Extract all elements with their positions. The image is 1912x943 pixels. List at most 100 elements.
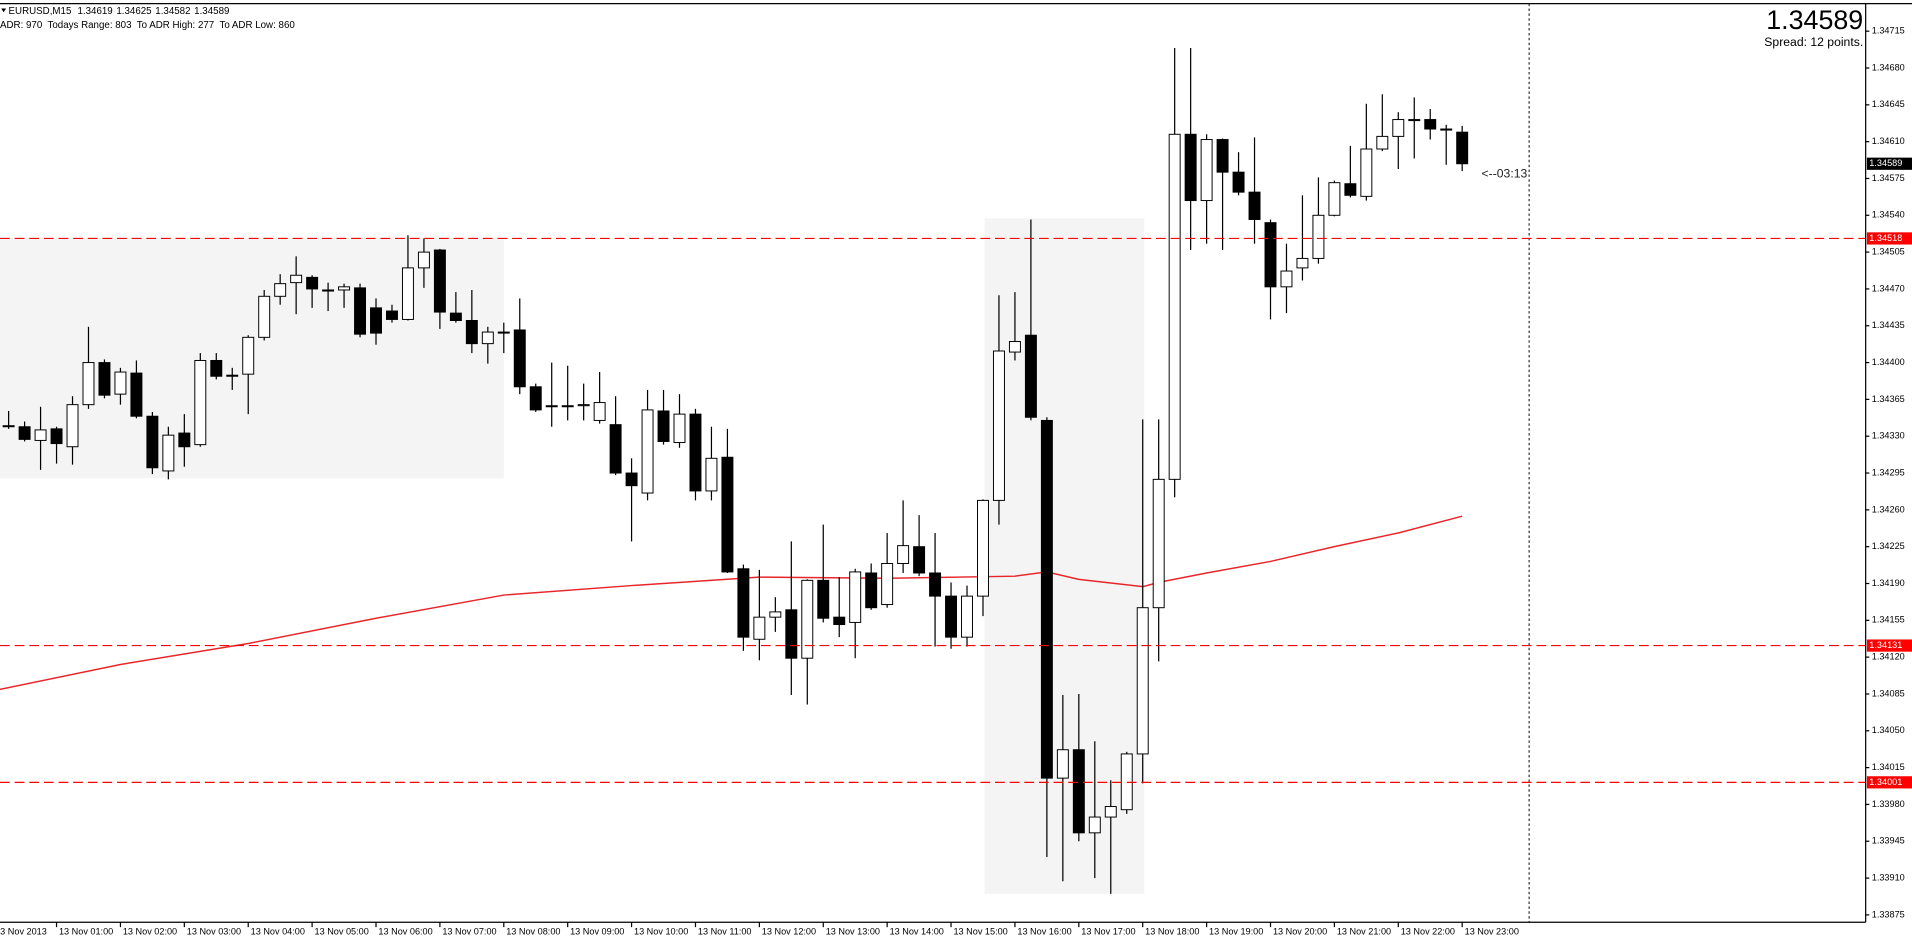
candle-body: [449, 312, 462, 321]
x-tick-label: 13 Nov 08:00: [506, 926, 560, 936]
candle-body: [929, 572, 942, 597]
x-tick-label: 13 Nov 06:00: [378, 926, 432, 936]
x-tick-label: 13 Nov 23:00: [1465, 926, 1519, 936]
price-label: 1.34589: [1869, 158, 1902, 168]
candle-body: [1232, 171, 1245, 193]
candle-body: [961, 595, 973, 638]
candle-body: [945, 595, 958, 638]
y-tick-label: 1.33875: [1872, 909, 1905, 919]
candle-body: [1104, 806, 1117, 818]
candle-body: [817, 579, 830, 619]
candle-body: [226, 374, 239, 377]
candle-body: [737, 568, 750, 638]
candle-body: [992, 350, 1005, 501]
candle-body: [753, 616, 766, 640]
x-tick-label: 13 Nov 07:00: [442, 926, 496, 936]
y-tick-label: 1.34400: [1872, 357, 1905, 367]
x-tick-label: 13 Nov 09:00: [570, 926, 624, 936]
y-tick-label: 1.34085: [1872, 688, 1905, 698]
y-tick-label: 1.34225: [1872, 541, 1905, 551]
y-tick-label: 1.34015: [1872, 762, 1905, 772]
y-tick-label: 1.34680: [1872, 62, 1905, 72]
x-tick-label: 13 Nov 05:00: [315, 926, 369, 936]
x-tick-label: 13 Nov 02:00: [123, 926, 177, 936]
candle-body: [833, 616, 846, 626]
candle-body: [178, 432, 191, 448]
candle-body: [465, 320, 478, 345]
candle-body: [513, 329, 526, 388]
y-tick-label: 1.34610: [1872, 136, 1905, 146]
candle-body: [1216, 139, 1229, 173]
x-tick-label: 13 Nov 16:00: [1017, 926, 1071, 936]
candle-body: [1072, 749, 1085, 834]
y-tick-label: 1.34470: [1872, 283, 1905, 293]
candle-body: [1088, 816, 1101, 834]
candle-body: [306, 276, 319, 290]
candle-body: [1184, 133, 1197, 202]
candle-body: [705, 457, 718, 492]
candle-body: [497, 331, 510, 334]
y-tick-label: 1.34155: [1872, 615, 1905, 625]
x-tick-label: 13 Nov 18:00: [1145, 926, 1199, 936]
level-label-box: [1866, 776, 1912, 789]
candle-body: [897, 545, 910, 565]
y-tick-label: 1.34120: [1872, 652, 1905, 662]
candle-body: [146, 415, 159, 469]
y-tick-label: 1.34260: [1872, 504, 1905, 514]
y-tick-label: 1.34715: [1872, 26, 1905, 36]
candle-body: [194, 359, 207, 446]
y-tick-label: 1.34505: [1872, 247, 1905, 257]
last-close: 1.34589: [194, 6, 229, 17]
candle-body: [1248, 191, 1261, 220]
x-tick-label: 13 Nov 21:00: [1337, 926, 1391, 936]
candle-body: [1136, 607, 1149, 755]
x-tick-label: 13 Nov 14:00: [890, 926, 944, 936]
candle-body: [1264, 222, 1277, 288]
level-label: 1.34131: [1869, 640, 1902, 650]
price-label-box: [1866, 157, 1912, 170]
y-tick-label: 1.33980: [1872, 799, 1905, 809]
candle-body: [1200, 139, 1213, 202]
x-tick-label: 13 Nov 20:00: [1273, 926, 1327, 936]
y-tick-label: 1.33945: [1872, 836, 1905, 846]
candle-body: [561, 405, 574, 408]
candle-body: [50, 428, 63, 445]
candle-body: [1168, 133, 1181, 480]
candle-body: [1456, 131, 1469, 165]
candle-body: [338, 286, 351, 291]
last-open: 1.34619: [77, 6, 112, 17]
candle-body: [433, 249, 446, 313]
y-tick-label: 1.34330: [1872, 431, 1905, 441]
candle-body: [2, 425, 15, 428]
countdown: <--03:13: [1482, 167, 1528, 181]
y-tick-label: 1.34645: [1872, 99, 1905, 109]
candle-body: [769, 611, 782, 618]
candle-body: [401, 267, 414, 320]
y-tick-label: 1.34575: [1872, 173, 1905, 183]
candle-body: [82, 362, 95, 406]
candle-body: [785, 609, 798, 659]
x-tick-label: 13 Nov 13:00: [826, 926, 880, 936]
y-tick-label: 1.34190: [1872, 578, 1905, 588]
candle-body: [641, 409, 654, 494]
candle-body: [66, 404, 79, 448]
candle-body: [162, 434, 175, 472]
x-tick-label: 13 Nov 12:00: [762, 926, 816, 936]
x-tick-label: 13 Nov 04:00: [251, 926, 305, 936]
candle-body: [98, 362, 111, 396]
candle-body: [849, 571, 862, 623]
x-tick-label: 13 Nov 15:00: [953, 926, 1007, 936]
candle-body: [481, 331, 494, 345]
x-tick-label: 13 Nov 01:00: [59, 926, 113, 936]
level-label-box: [1866, 232, 1912, 245]
big-price: 1.34589: [1766, 5, 1863, 35]
overlay-layer: EURUSD,M15 1.34619 1.34625 1.34582 1.34589 A…: [0, 3, 1912, 936]
background-layer: [0, 218, 1463, 894]
candle-body: [1296, 257, 1309, 269]
spread: Spread: 12 points.: [1764, 35, 1863, 49]
header-line: EURUSD,M15 1.34619 1.34625 1.34582 1.34589: [9, 6, 230, 17]
candle-body: [801, 579, 814, 659]
x-tick-label: 13 Nov 19:00: [1209, 926, 1263, 936]
candle-body: [258, 295, 271, 338]
